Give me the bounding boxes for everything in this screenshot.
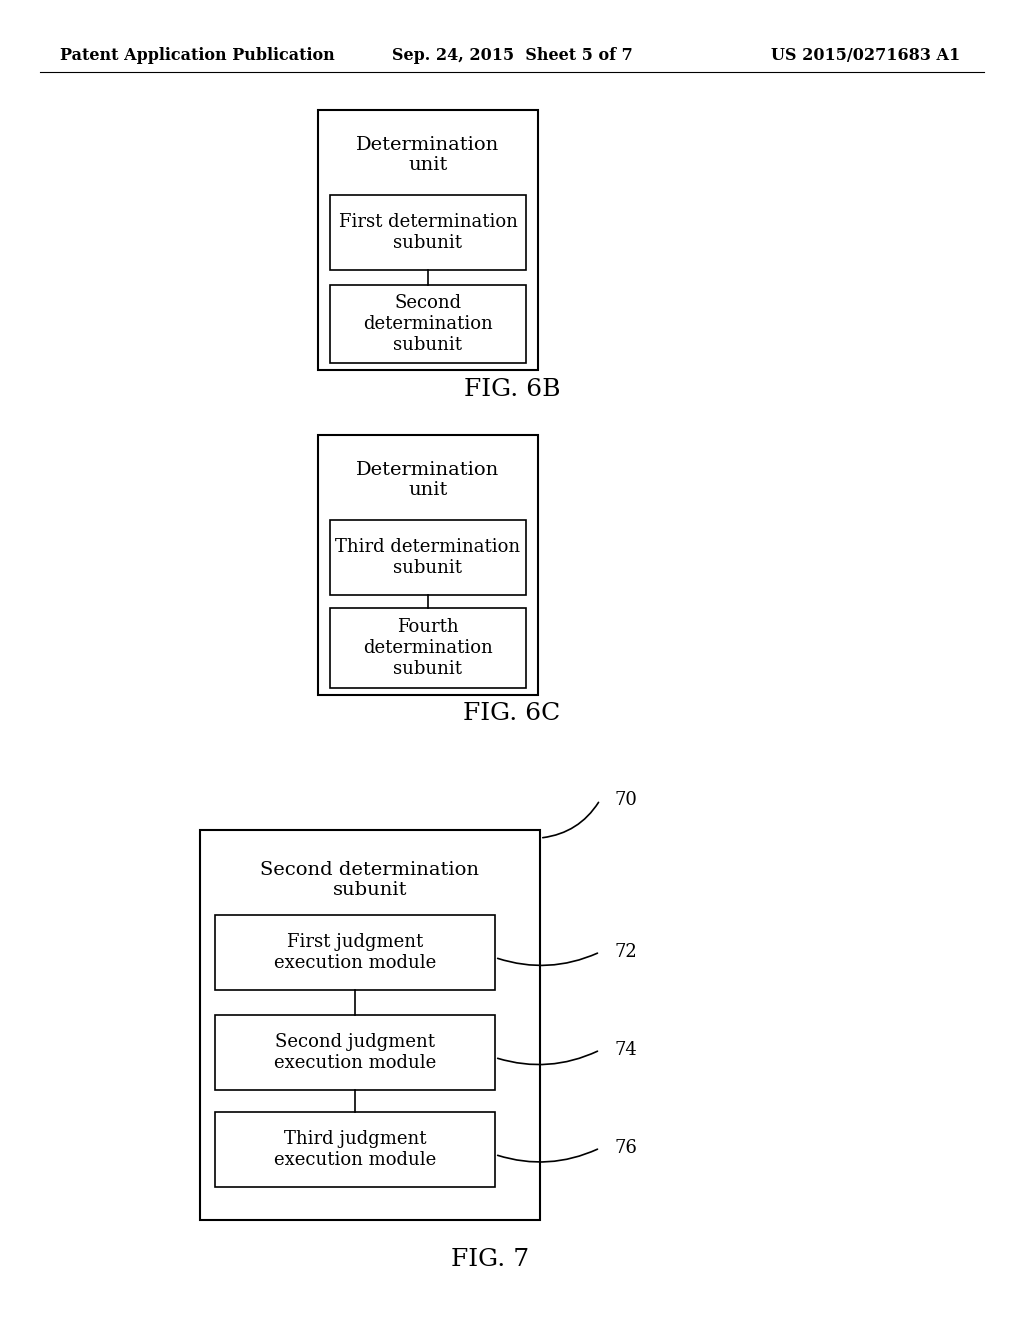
Text: Second determination
subunit: Second determination subunit — [260, 861, 479, 899]
Bar — [330, 520, 526, 595]
Text: Fourth
determination
subunit: Fourth determination subunit — [364, 618, 493, 677]
Text: Determination
unit: Determination unit — [356, 461, 500, 499]
Text: Second
determination
subunit: Second determination subunit — [364, 294, 493, 354]
Text: 70: 70 — [615, 791, 638, 809]
Bar — [215, 915, 495, 990]
Bar — [330, 285, 526, 363]
Text: US 2015/0271683 A1: US 2015/0271683 A1 — [771, 46, 961, 63]
Text: 74: 74 — [615, 1041, 638, 1059]
Text: 76: 76 — [615, 1139, 638, 1158]
Text: Sep. 24, 2015  Sheet 5 of 7: Sep. 24, 2015 Sheet 5 of 7 — [391, 46, 633, 63]
Text: FIG. 6B: FIG. 6B — [464, 379, 560, 401]
Text: FIG. 6C: FIG. 6C — [464, 702, 560, 726]
Text: First judgment
execution module: First judgment execution module — [273, 933, 436, 972]
Bar — [318, 436, 538, 696]
Text: 72: 72 — [615, 942, 638, 961]
Text: Determination
unit: Determination unit — [356, 136, 500, 174]
Text: Patent Application Publication: Patent Application Publication — [60, 46, 335, 63]
Bar — [330, 195, 526, 271]
Text: FIG. 7: FIG. 7 — [451, 1249, 529, 1271]
Bar — [330, 609, 526, 688]
Bar — [215, 1015, 495, 1090]
Text: Third judgment
execution module: Third judgment execution module — [273, 1130, 436, 1170]
Text: Second judgment
execution module: Second judgment execution module — [273, 1034, 436, 1072]
Bar — [318, 110, 538, 370]
Bar — [200, 830, 540, 1220]
Text: Third determination
subunit: Third determination subunit — [336, 539, 520, 577]
Text: First determination
subunit: First determination subunit — [339, 213, 517, 252]
Bar — [215, 1111, 495, 1187]
